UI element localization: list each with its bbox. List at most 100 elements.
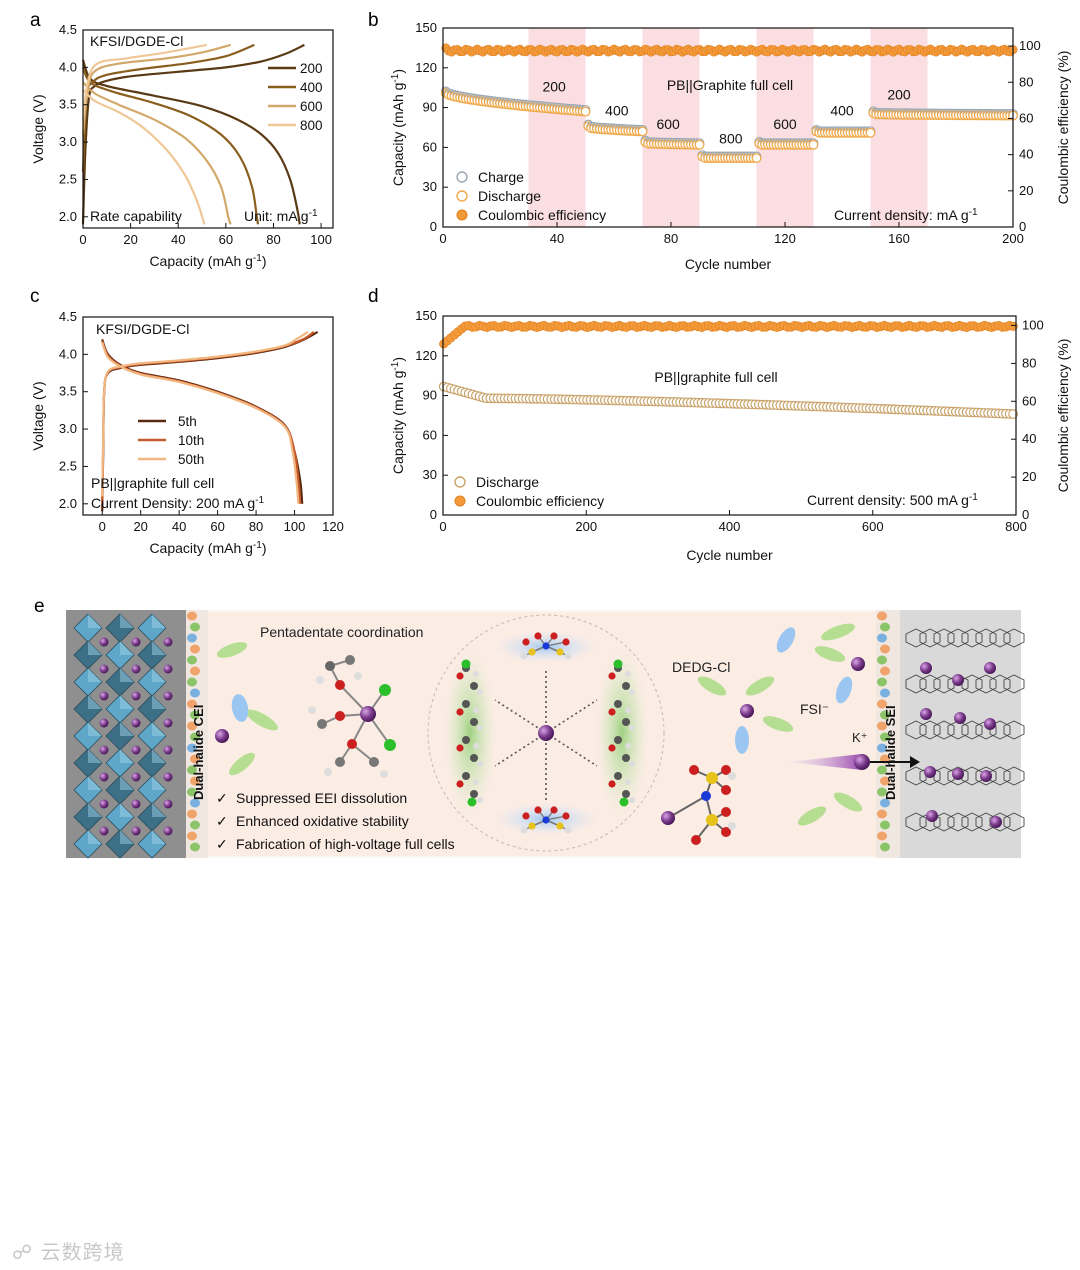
x-axis-label: Cycle number — [685, 256, 772, 272]
interphase-grain — [190, 710, 200, 720]
interphase-grain — [880, 644, 890, 654]
x-tick-label: 200 — [1002, 231, 1024, 246]
k-ion-label: K⁺ — [852, 730, 868, 745]
y-tick-label: 3.5 — [59, 384, 77, 399]
y-right-tick-label: 20 — [1019, 183, 1033, 198]
discharge-point — [580, 106, 591, 117]
y-tick-label: 120 — [415, 348, 437, 363]
x-tick-label: 200 — [575, 519, 597, 534]
chart-title: PB||graphite full cell — [654, 369, 777, 385]
k-ion-icon — [163, 664, 173, 674]
graphene-hexagon — [975, 628, 997, 648]
interphase-grain — [880, 820, 890, 830]
x-tick-label: 600 — [862, 519, 884, 534]
interphase-grain — [190, 798, 200, 808]
series-200-charge-curve — [81, 43, 305, 225]
schematic-panel-e: Dual-halide CEI Dual-halide SEI Pentaden… — [66, 610, 1025, 859]
graphene-hexagon — [933, 812, 955, 832]
interphase-grain — [880, 622, 890, 632]
atom — [462, 700, 470, 708]
interphase-grain — [187, 655, 197, 665]
discharge-point — [751, 153, 762, 163]
graphene-hexagon — [919, 628, 941, 648]
k-ion-icon — [131, 745, 141, 755]
series-400-discharge-curve — [81, 66, 260, 225]
octahedron-face — [88, 830, 102, 844]
rate-label: 200 — [542, 79, 566, 95]
interphase-grain — [187, 677, 197, 687]
octahedron-face — [152, 614, 166, 628]
series-200-discharge-curve — [81, 59, 301, 225]
atom — [470, 754, 478, 762]
x-tick-label: 120 — [322, 519, 344, 534]
bullet-1: Suppressed EEI dissolution — [236, 790, 407, 806]
legend-label: 5th — [178, 414, 197, 429]
y-right-tick-label: 100 — [1022, 317, 1044, 332]
graphene-hexagon — [1003, 674, 1025, 694]
atom — [556, 822, 564, 830]
rate-label: 400 — [830, 103, 854, 119]
x-tick-label: 60 — [219, 232, 233, 247]
atom — [550, 806, 558, 814]
y-axis-label: Voltage (V) — [30, 94, 46, 163]
rate-shade — [642, 28, 700, 227]
atom — [473, 707, 479, 713]
x-tick-label: 60 — [210, 519, 224, 534]
atom — [608, 708, 616, 716]
x-tick-label: 0 — [79, 232, 86, 247]
atom — [556, 648, 564, 656]
x-axis-label: Capacity (mAh g-1) — [149, 253, 266, 269]
k-ion-icon — [99, 718, 109, 728]
octahedron-face — [88, 614, 102, 628]
atom — [614, 736, 622, 744]
rate-label: 200 — [887, 87, 911, 103]
pentadentate-molecule-icon — [308, 655, 396, 778]
check-icon: ✓ — [216, 790, 228, 806]
atom — [462, 772, 470, 780]
chart-annotation: Current Density: 200 mA g-1 — [91, 495, 265, 511]
atom — [564, 826, 572, 834]
k-ion-icon — [990, 816, 1002, 828]
x-tick-label: 100 — [284, 519, 306, 534]
y-tick-label: 2.0 — [59, 209, 77, 224]
atom — [473, 779, 479, 785]
atom — [462, 736, 470, 744]
k-ion-icon — [215, 729, 229, 743]
x-tick-label: 80 — [664, 231, 678, 246]
y-right-tick-label: 40 — [1019, 147, 1033, 162]
plot-frame — [442, 27, 1014, 228]
graphene-hexagon — [933, 628, 955, 648]
rate-label: 400 — [605, 103, 629, 119]
interphase-grain — [880, 710, 890, 720]
series-600-discharge-curve — [82, 81, 232, 225]
dedg-label: DEDG-Cl — [672, 659, 730, 675]
series-50th-discharge-curve — [101, 341, 300, 504]
chart-title: PB||Graphite full cell — [667, 77, 793, 93]
atom — [625, 779, 631, 785]
k-ion-icon — [920, 662, 932, 674]
interphase-grain — [187, 611, 197, 621]
x-tick-label: 120 — [774, 231, 796, 246]
octahedron-face — [152, 695, 166, 709]
left-solvation-cluster — [215, 642, 278, 776]
y-right-tick-label: 0 — [1019, 219, 1026, 234]
k-ion-icon — [131, 691, 141, 701]
discharge-point — [808, 139, 819, 150]
octahedron-face — [88, 641, 102, 655]
x-axis-label: Cycle number — [686, 547, 773, 563]
y-axis-label: Capacity (mAh g-1) — [390, 69, 406, 186]
legend-label: 200 — [300, 61, 323, 76]
atom — [456, 708, 464, 716]
k-ion-icon — [99, 691, 109, 701]
interphase-grain — [880, 666, 890, 676]
interphase-grain — [877, 721, 887, 731]
k-ion-icon — [954, 712, 966, 724]
atom — [534, 632, 542, 640]
pentadentate-title: Pentadentate coordination — [260, 624, 423, 640]
interphase-grain — [880, 732, 890, 742]
y-tick-label: 3.0 — [59, 134, 77, 149]
atom — [625, 707, 631, 713]
interphase-grain — [190, 644, 200, 654]
atom — [522, 638, 530, 646]
graphene-hexagon — [975, 766, 997, 786]
